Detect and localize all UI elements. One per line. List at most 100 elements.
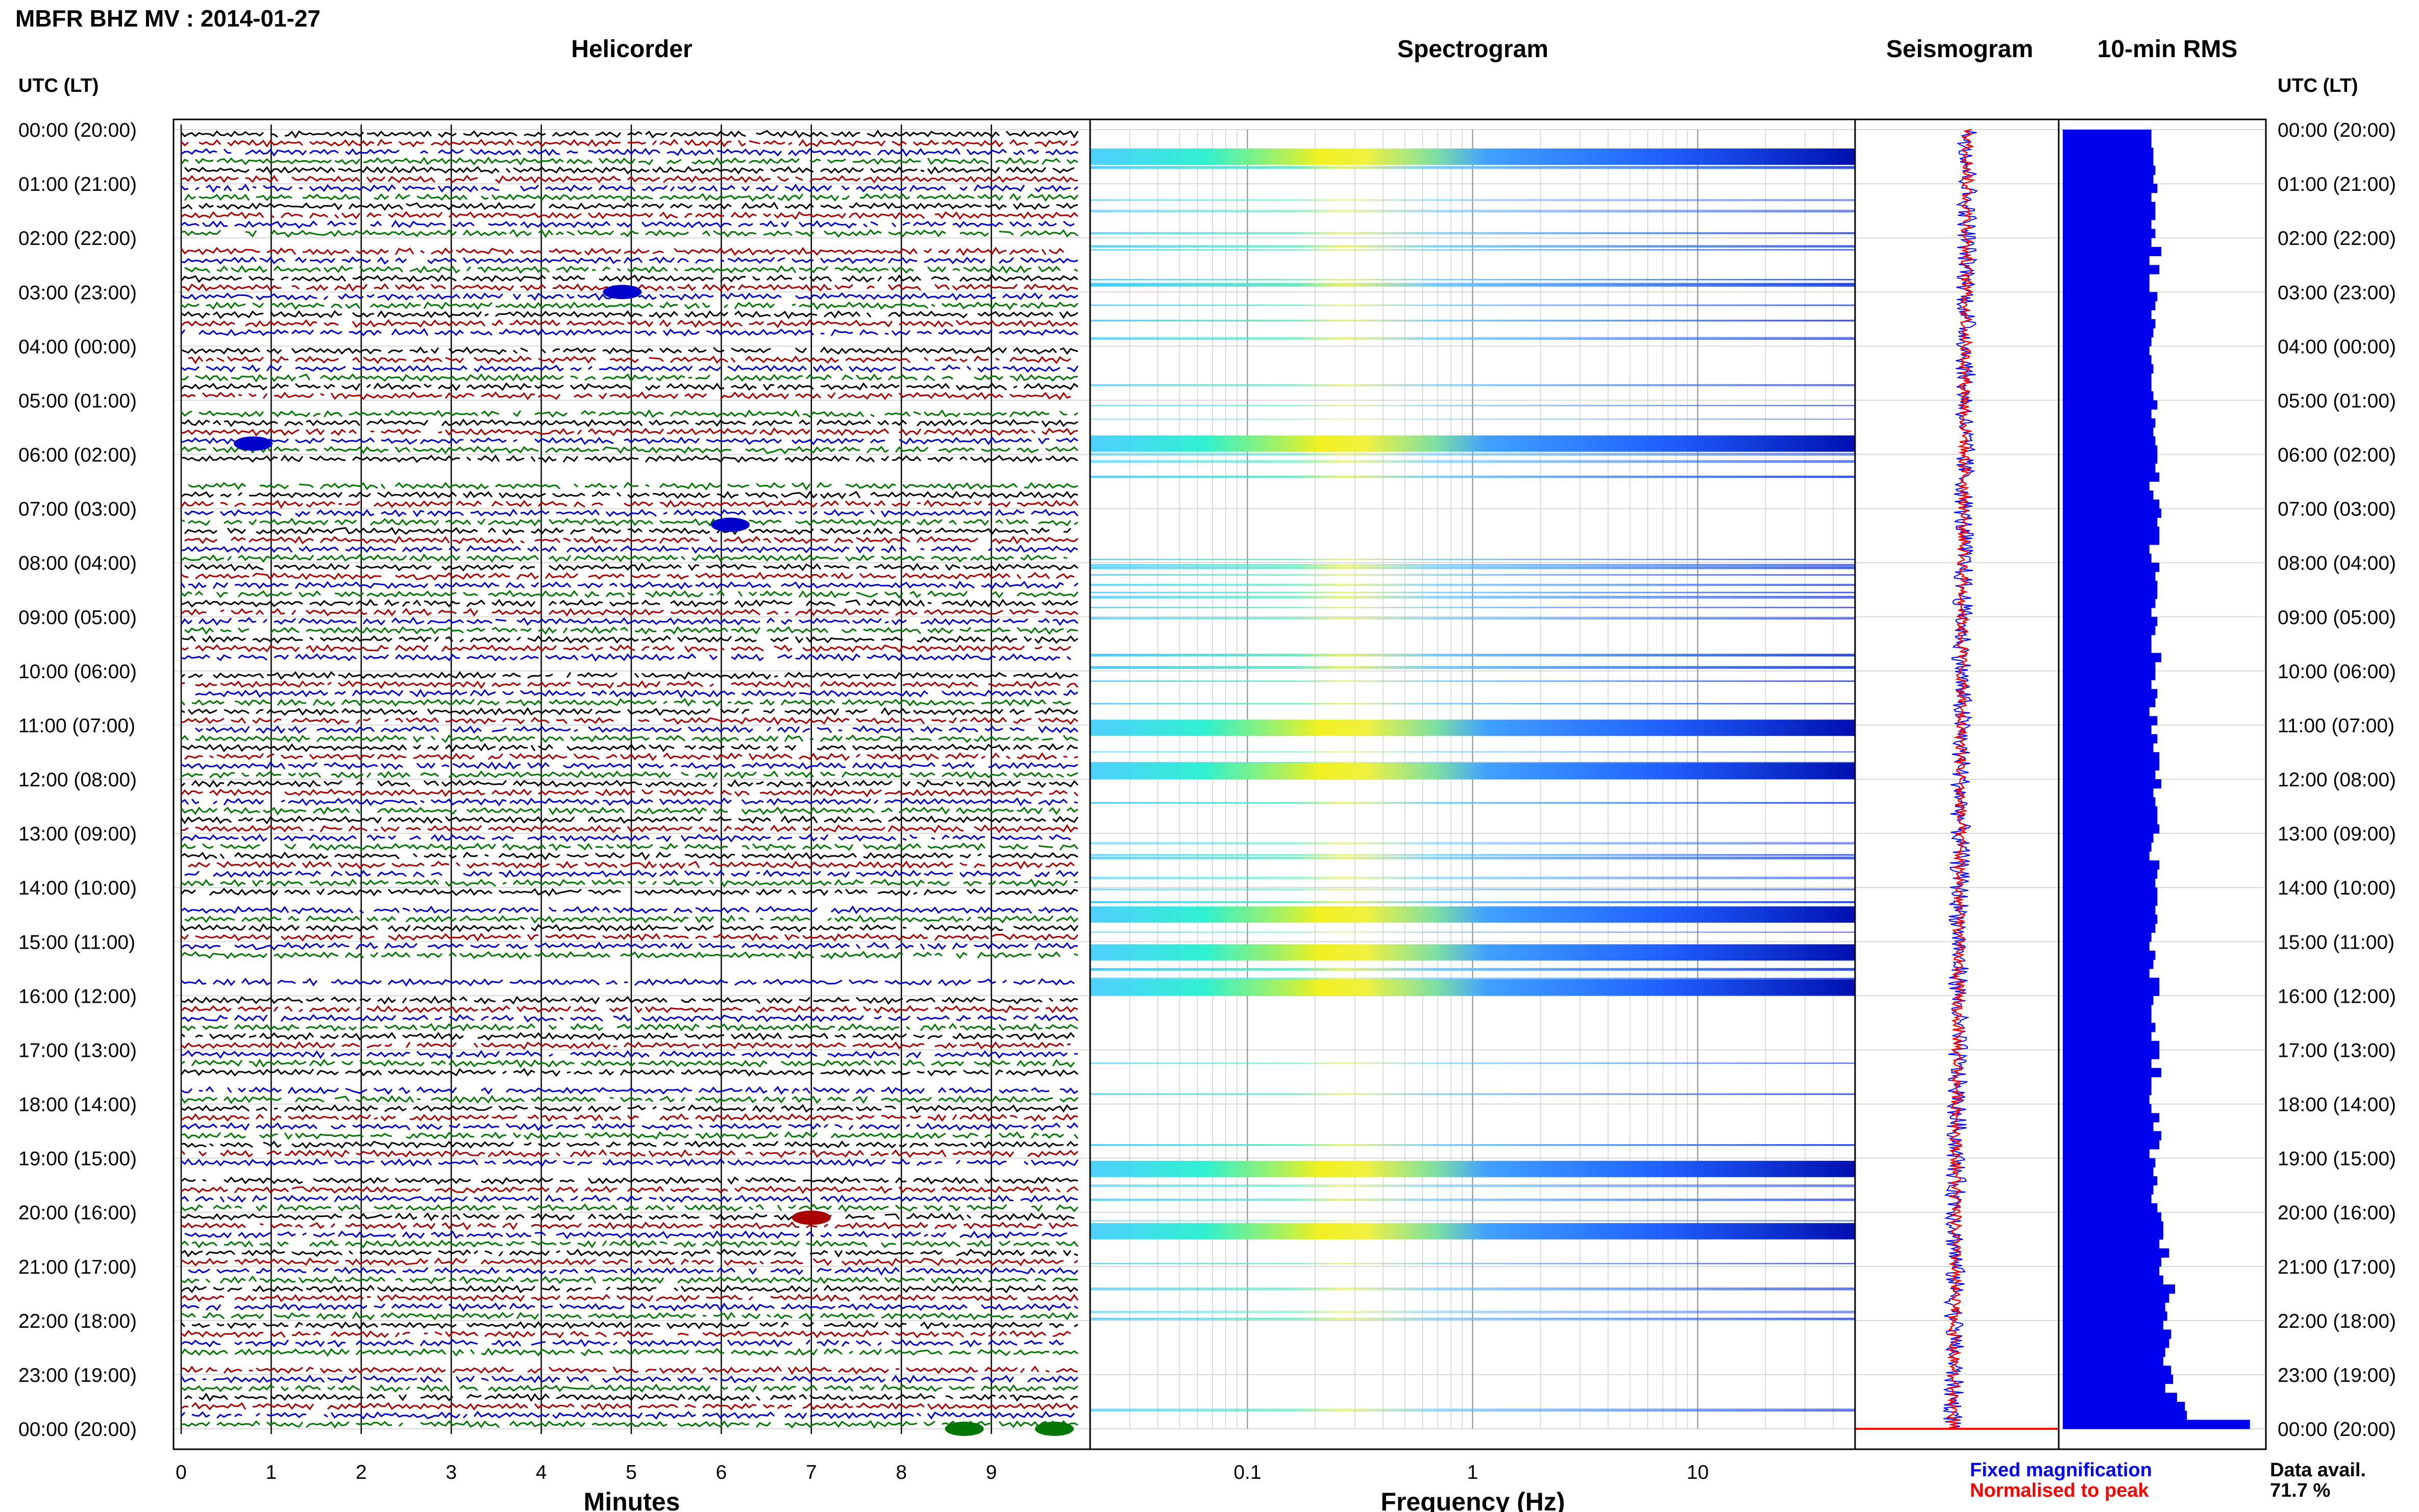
- rms-bar: [2063, 851, 2150, 861]
- minute-tick-label: 2: [356, 1461, 367, 1483]
- time-tick-label-left: 03:00 (23:00): [18, 282, 137, 304]
- spectrogram-strong-band: [1090, 435, 1855, 452]
- helicorder-trace: [181, 599, 1078, 608]
- helicorder-trace: [181, 1366, 1078, 1375]
- time-tick-label-right: 22:00 (18:00): [2278, 1310, 2396, 1332]
- spectrogram-weak-band: [1090, 1198, 1855, 1201]
- minute-tick-label: 8: [896, 1461, 907, 1483]
- spectrogram-weak-band: [1090, 279, 1855, 281]
- rms-bar: [2063, 779, 2161, 789]
- rms-bar: [2063, 1383, 2165, 1393]
- rms-bar: [2063, 1275, 2163, 1285]
- rms-bar: [2063, 761, 2160, 771]
- rms-bar: [2063, 1329, 2171, 1339]
- helicorder-trace: [181, 175, 1078, 184]
- helicorder-event: [234, 436, 273, 451]
- helicorder-trace: [181, 1176, 1078, 1185]
- rms-bar: [2063, 1005, 2152, 1014]
- spectrogram-weak-band: [1090, 680, 1855, 682]
- rms-bar: [2063, 743, 2154, 753]
- helicorder-trace: [181, 1302, 1078, 1312]
- time-tick-label-right: 02:00 (22:00): [2278, 228, 2396, 250]
- rms-bar: [2063, 1050, 2160, 1059]
- time-tick-label-left: 15:00 (11:00): [18, 931, 135, 953]
- rms-bar: [2063, 373, 2152, 383]
- time-tick-label-right: 03:00 (23:00): [2278, 282, 2396, 304]
- time-tick-label-left: 16:00 (12:00): [18, 985, 137, 1007]
- spectrogram-weak-band: [1090, 607, 1855, 608]
- spectrogram-weak-band: [1090, 762, 1855, 764]
- helicorder-trace: [181, 1311, 1078, 1321]
- time-tick-label-right: 17:00 (13:00): [2278, 1039, 2396, 1061]
- rms-bar: [2063, 1401, 2185, 1411]
- helicorder-trace: [181, 1248, 1078, 1258]
- rms-bar: [2063, 364, 2154, 374]
- time-tick-label-left: 20:00 (16:00): [18, 1202, 137, 1224]
- helicorder-trace: [181, 219, 1075, 229]
- helicorder-trace: [184, 752, 1078, 761]
- spectrogram-strong-band: [1090, 1160, 1855, 1177]
- rms-bar: [2063, 147, 2154, 157]
- rms-bar: [2063, 508, 2161, 518]
- rms-bar: [2063, 1393, 2177, 1402]
- rms-bar: [2063, 643, 2152, 653]
- rms-bar: [2063, 1167, 2154, 1177]
- helicorder-trace: [181, 572, 1075, 581]
- time-tick-label-left: 00:00 (20:00): [18, 119, 137, 141]
- rms-bar: [2063, 436, 2156, 446]
- spectrogram-weak-band: [1090, 337, 1855, 340]
- time-tick-label-right: 21:00 (17:00): [2278, 1256, 2396, 1278]
- helicorder-trace: [195, 688, 1078, 699]
- rms-bar: [2063, 490, 2154, 500]
- helicorder-trace: [181, 680, 1079, 689]
- rms-bar: [2063, 923, 2156, 933]
- time-tick-label-right: 12:00 (08:00): [2278, 769, 2396, 791]
- time-tick-label-left: 06:00 (02:00): [18, 444, 137, 466]
- legend-normalised-to-peak: Normalised to peak: [1970, 1480, 2149, 1501]
- rms-bar: [2063, 1230, 2163, 1240]
- rms-bar: [2063, 752, 2160, 762]
- helicorder-trace: [181, 373, 1078, 383]
- spectrogram-weak-band: [1090, 319, 1855, 322]
- time-tick-label-right: 18:00 (14:00): [2278, 1094, 2396, 1116]
- rms-bar: [2063, 1248, 2169, 1258]
- rms-bar: [2063, 905, 2156, 915]
- helicorder-trace: [180, 499, 1079, 509]
- helicorder-trace: [184, 562, 1078, 572]
- helicorder-trace: [181, 490, 1078, 500]
- spectrogram-weak-band: [1090, 210, 1855, 213]
- helicorder-trace: [184, 165, 1075, 175]
- helicorder-trace: [181, 1058, 1075, 1069]
- spectrogram-weak-band: [1090, 617, 1855, 620]
- helicorder-trace: [181, 256, 1078, 265]
- helicorder-trace: [180, 616, 1079, 626]
- helicorder-trace: [181, 1275, 1078, 1285]
- rms-bar: [2063, 806, 2158, 816]
- rms-bar: [2063, 454, 2158, 464]
- helicorder-trace: [181, 699, 1078, 705]
- rms-bar: [2063, 1077, 2152, 1086]
- rms-bar: [2063, 319, 2156, 329]
- rms-bar: [2063, 418, 2156, 428]
- rms-bar: [2063, 1257, 2161, 1267]
- time-tick-label-left: 09:00 (05:00): [18, 607, 137, 629]
- spectrogram-weak-band: [1090, 596, 1855, 599]
- helicorder-title: Helicorder: [571, 36, 692, 63]
- rms-bar: [2063, 1293, 2169, 1303]
- spectrogram-weak-band: [1090, 1318, 1855, 1320]
- rms-bar: [2063, 581, 2158, 590]
- helicorder-trace: [181, 555, 1074, 561]
- time-tick-label-left: 17:00 (13:00): [18, 1039, 137, 1061]
- frequency-tick-label: 0.1: [1233, 1461, 1261, 1483]
- spectrogram-weak-band: [1090, 854, 1855, 856]
- rms-title: 10-min RMS: [2097, 36, 2238, 63]
- rms-bar: [2063, 1410, 2187, 1420]
- helicorder-trace: [180, 129, 1079, 139]
- rms-bar: [2063, 969, 2150, 978]
- rms-bar: [2063, 725, 2152, 735]
- spectrogram-weak-band: [1090, 1093, 1855, 1095]
- helicorder-trace: [180, 1203, 1079, 1212]
- spectrogram-weak-band: [1090, 751, 1855, 753]
- helicorder-trace: [181, 382, 1078, 391]
- spectrogram-weak-band: [1090, 888, 1855, 890]
